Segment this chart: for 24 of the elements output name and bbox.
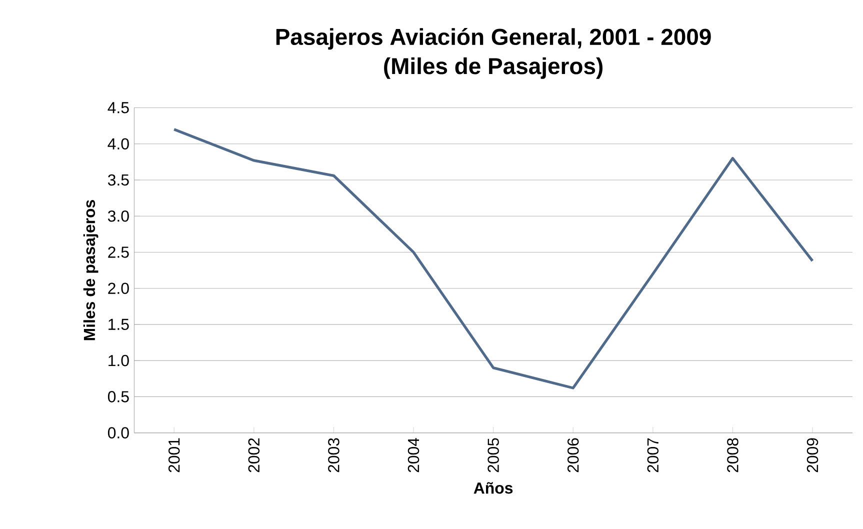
y-tick-label: 3.0 (108, 210, 129, 222)
x-tick-label: 2008 (727, 438, 738, 472)
chart-subtitle: (Miles de Pasajeros) (384, 57, 602, 79)
y-tick-label: 2.5 (108, 246, 129, 258)
chart-title: Pasajeros Aviación General, 2001 - 2009 (276, 28, 711, 50)
x-tick-label: 2009 (806, 438, 818, 472)
x-tick-label: 2003 (328, 438, 340, 472)
y-tick-label: 1.5 (108, 318, 129, 330)
y-tick-label: 3.5 (108, 174, 129, 186)
y-tick-label: 0.5 (108, 390, 129, 402)
line-series (172, 128, 814, 390)
x-tick-label: 2005 (488, 438, 499, 472)
y-axis-title: Miles de pasajeros (83, 200, 98, 340)
x-tick-label: 2004 (408, 438, 420, 472)
y-tick-label: 4.0 (108, 138, 129, 150)
x-tick-label: 2006 (567, 438, 579, 472)
y-tick-label: 2.0 (108, 282, 129, 294)
y-tick-label: 4.5 (108, 102, 129, 114)
x-tick-label: 2001 (168, 438, 180, 472)
y-tick-label: 1.0 (108, 354, 129, 366)
y-tick-label: 0.0 (108, 427, 129, 438)
x-tick-label: 2002 (248, 438, 260, 472)
x-axis-title: Años (474, 482, 513, 494)
x-tick-label: 2007 (647, 438, 659, 472)
